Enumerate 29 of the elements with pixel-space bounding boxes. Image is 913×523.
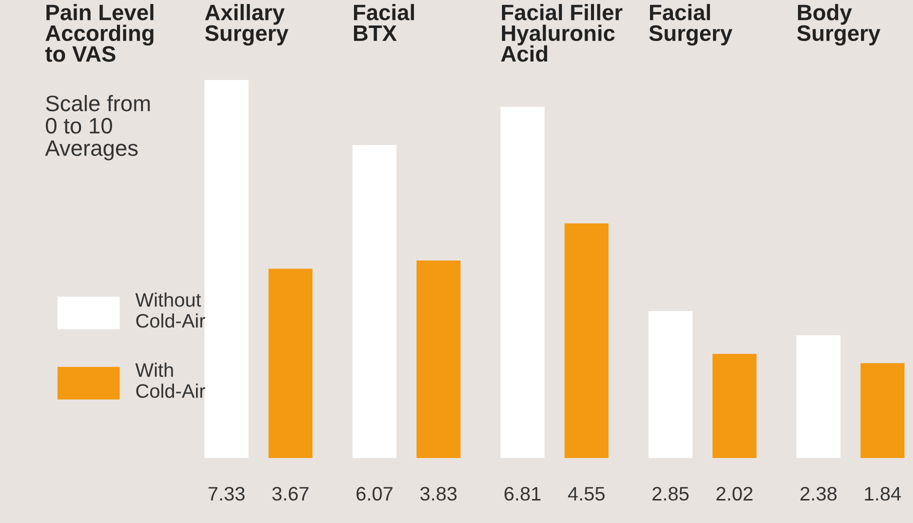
bar — [564, 223, 608, 458]
bar — [268, 268, 312, 458]
bar — [860, 363, 904, 458]
bar — [500, 106, 544, 458]
bar — [352, 144, 396, 458]
data-label: 3.83 — [420, 486, 457, 501]
data-label: 6.81 — [504, 486, 540, 501]
legend-label: With Cold-Air — [135, 362, 206, 398]
x-tick-label: Axillary Surgery — [205, 4, 288, 46]
bar — [416, 260, 460, 458]
data-label: 4.55 — [568, 487, 605, 501]
data-label: 1.84 — [865, 486, 901, 501]
bar — [796, 335, 840, 458]
data-label: 6.07 — [356, 486, 392, 501]
x-tick-label: Body Surgery — [797, 4, 880, 46]
x-tick-label: Facial BTX — [354, 4, 414, 41]
bar — [712, 354, 756, 458]
bar — [648, 311, 692, 458]
bar — [204, 80, 248, 458]
data-label: 3.67 — [272, 486, 308, 501]
data-label: 2.38 — [800, 486, 837, 501]
data-label: 7.33 — [208, 486, 245, 501]
chart-title: Pain Level According to VAS — [45, 4, 154, 62]
data-label: 2.02 — [716, 486, 752, 501]
text: Scale from 0 to 10 Averages — [45, 95, 150, 160]
data-label: 2.85 — [652, 486, 689, 501]
legend-label: Without Cold-Air — [135, 292, 206, 328]
x-tick-label: Facial Surgery — [649, 4, 732, 46]
x-tick-label: Facial Filler Hyaluronic Acid — [501, 4, 622, 62]
